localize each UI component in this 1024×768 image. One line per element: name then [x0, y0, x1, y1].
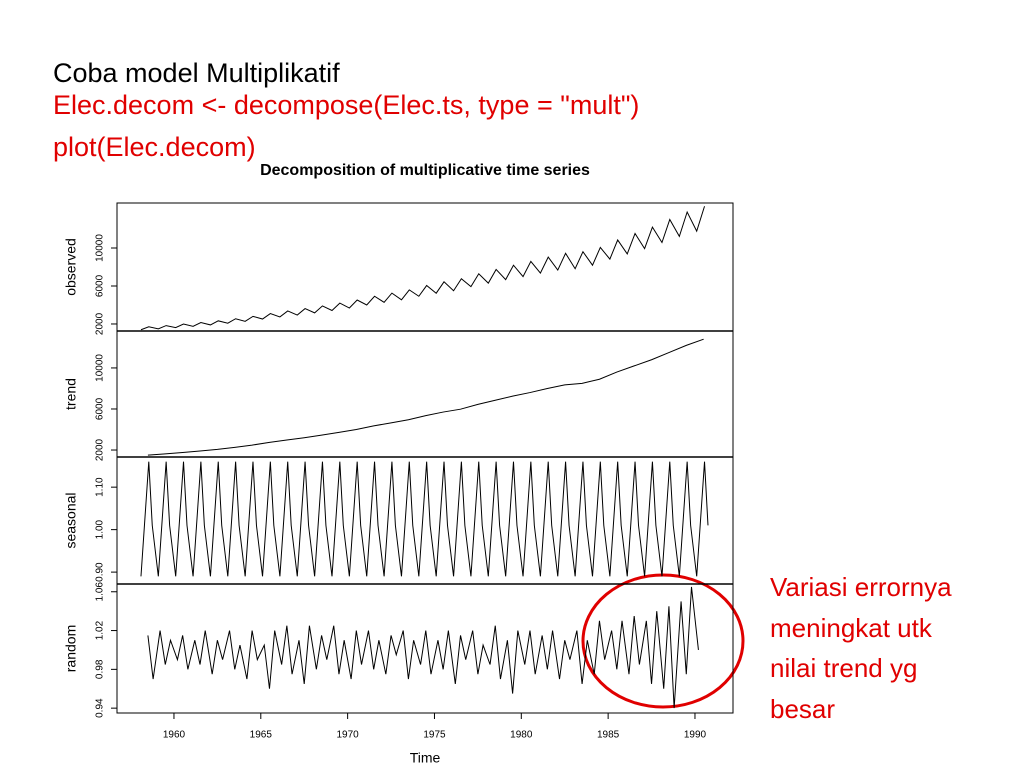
y-tick-label: 10000	[95, 234, 106, 262]
note-line: besar	[770, 694, 836, 724]
y-tick-label: 1.06	[95, 582, 106, 602]
series-line	[147, 338, 704, 456]
series-line	[147, 586, 699, 709]
y-tick-label: 0.94	[95, 698, 106, 718]
series-line	[140, 206, 705, 331]
y-tick-label: 2000	[95, 312, 106, 335]
y-tick-label: 0.98	[95, 659, 106, 679]
y-tick-label: 2000	[95, 438, 106, 461]
x-tick-label: 1970	[337, 730, 360, 741]
note-line: nilai trend yg	[770, 653, 918, 683]
note-line: Variasi errornya	[770, 572, 952, 602]
chart-title: Decomposition of multiplicative time ser…	[260, 162, 590, 179]
y-axis-label: observed	[63, 238, 79, 296]
x-tick-label: 1980	[510, 730, 533, 741]
code-line: Elec.decom <- decompose(Elec.ts, type = …	[53, 90, 640, 120]
x-tick-label: 1990	[684, 730, 707, 741]
y-tick-label: 6000	[95, 274, 106, 297]
y-axis-label: seasonal	[63, 492, 79, 548]
x-tick-label: 1965	[250, 730, 273, 741]
code-line: plot(Elec.decom)	[53, 132, 256, 162]
y-tick-label: 1.00	[95, 519, 106, 539]
highlight-circle	[581, 573, 745, 709]
series-line	[140, 461, 709, 577]
y-tick-label: 0.90	[95, 562, 106, 582]
x-tick-label: 1975	[423, 730, 446, 741]
note-line: meningkat utk	[770, 613, 932, 643]
x-tick-label: 1985	[597, 730, 620, 741]
slide-title: Coba model Multiplikatif	[53, 58, 340, 88]
y-tick-label: 6000	[95, 397, 106, 420]
y-axis-label: random	[63, 625, 79, 672]
y-tick-label: 10000	[95, 354, 106, 382]
y-tick-label: 1.10	[95, 477, 106, 497]
plot-frame	[116, 202, 734, 714]
y-axis-label: trend	[63, 378, 79, 410]
y-tick-label: 1.02	[95, 620, 106, 640]
x-tick-label: 1960	[163, 730, 186, 741]
x-axis-label: Time	[410, 750, 441, 766]
